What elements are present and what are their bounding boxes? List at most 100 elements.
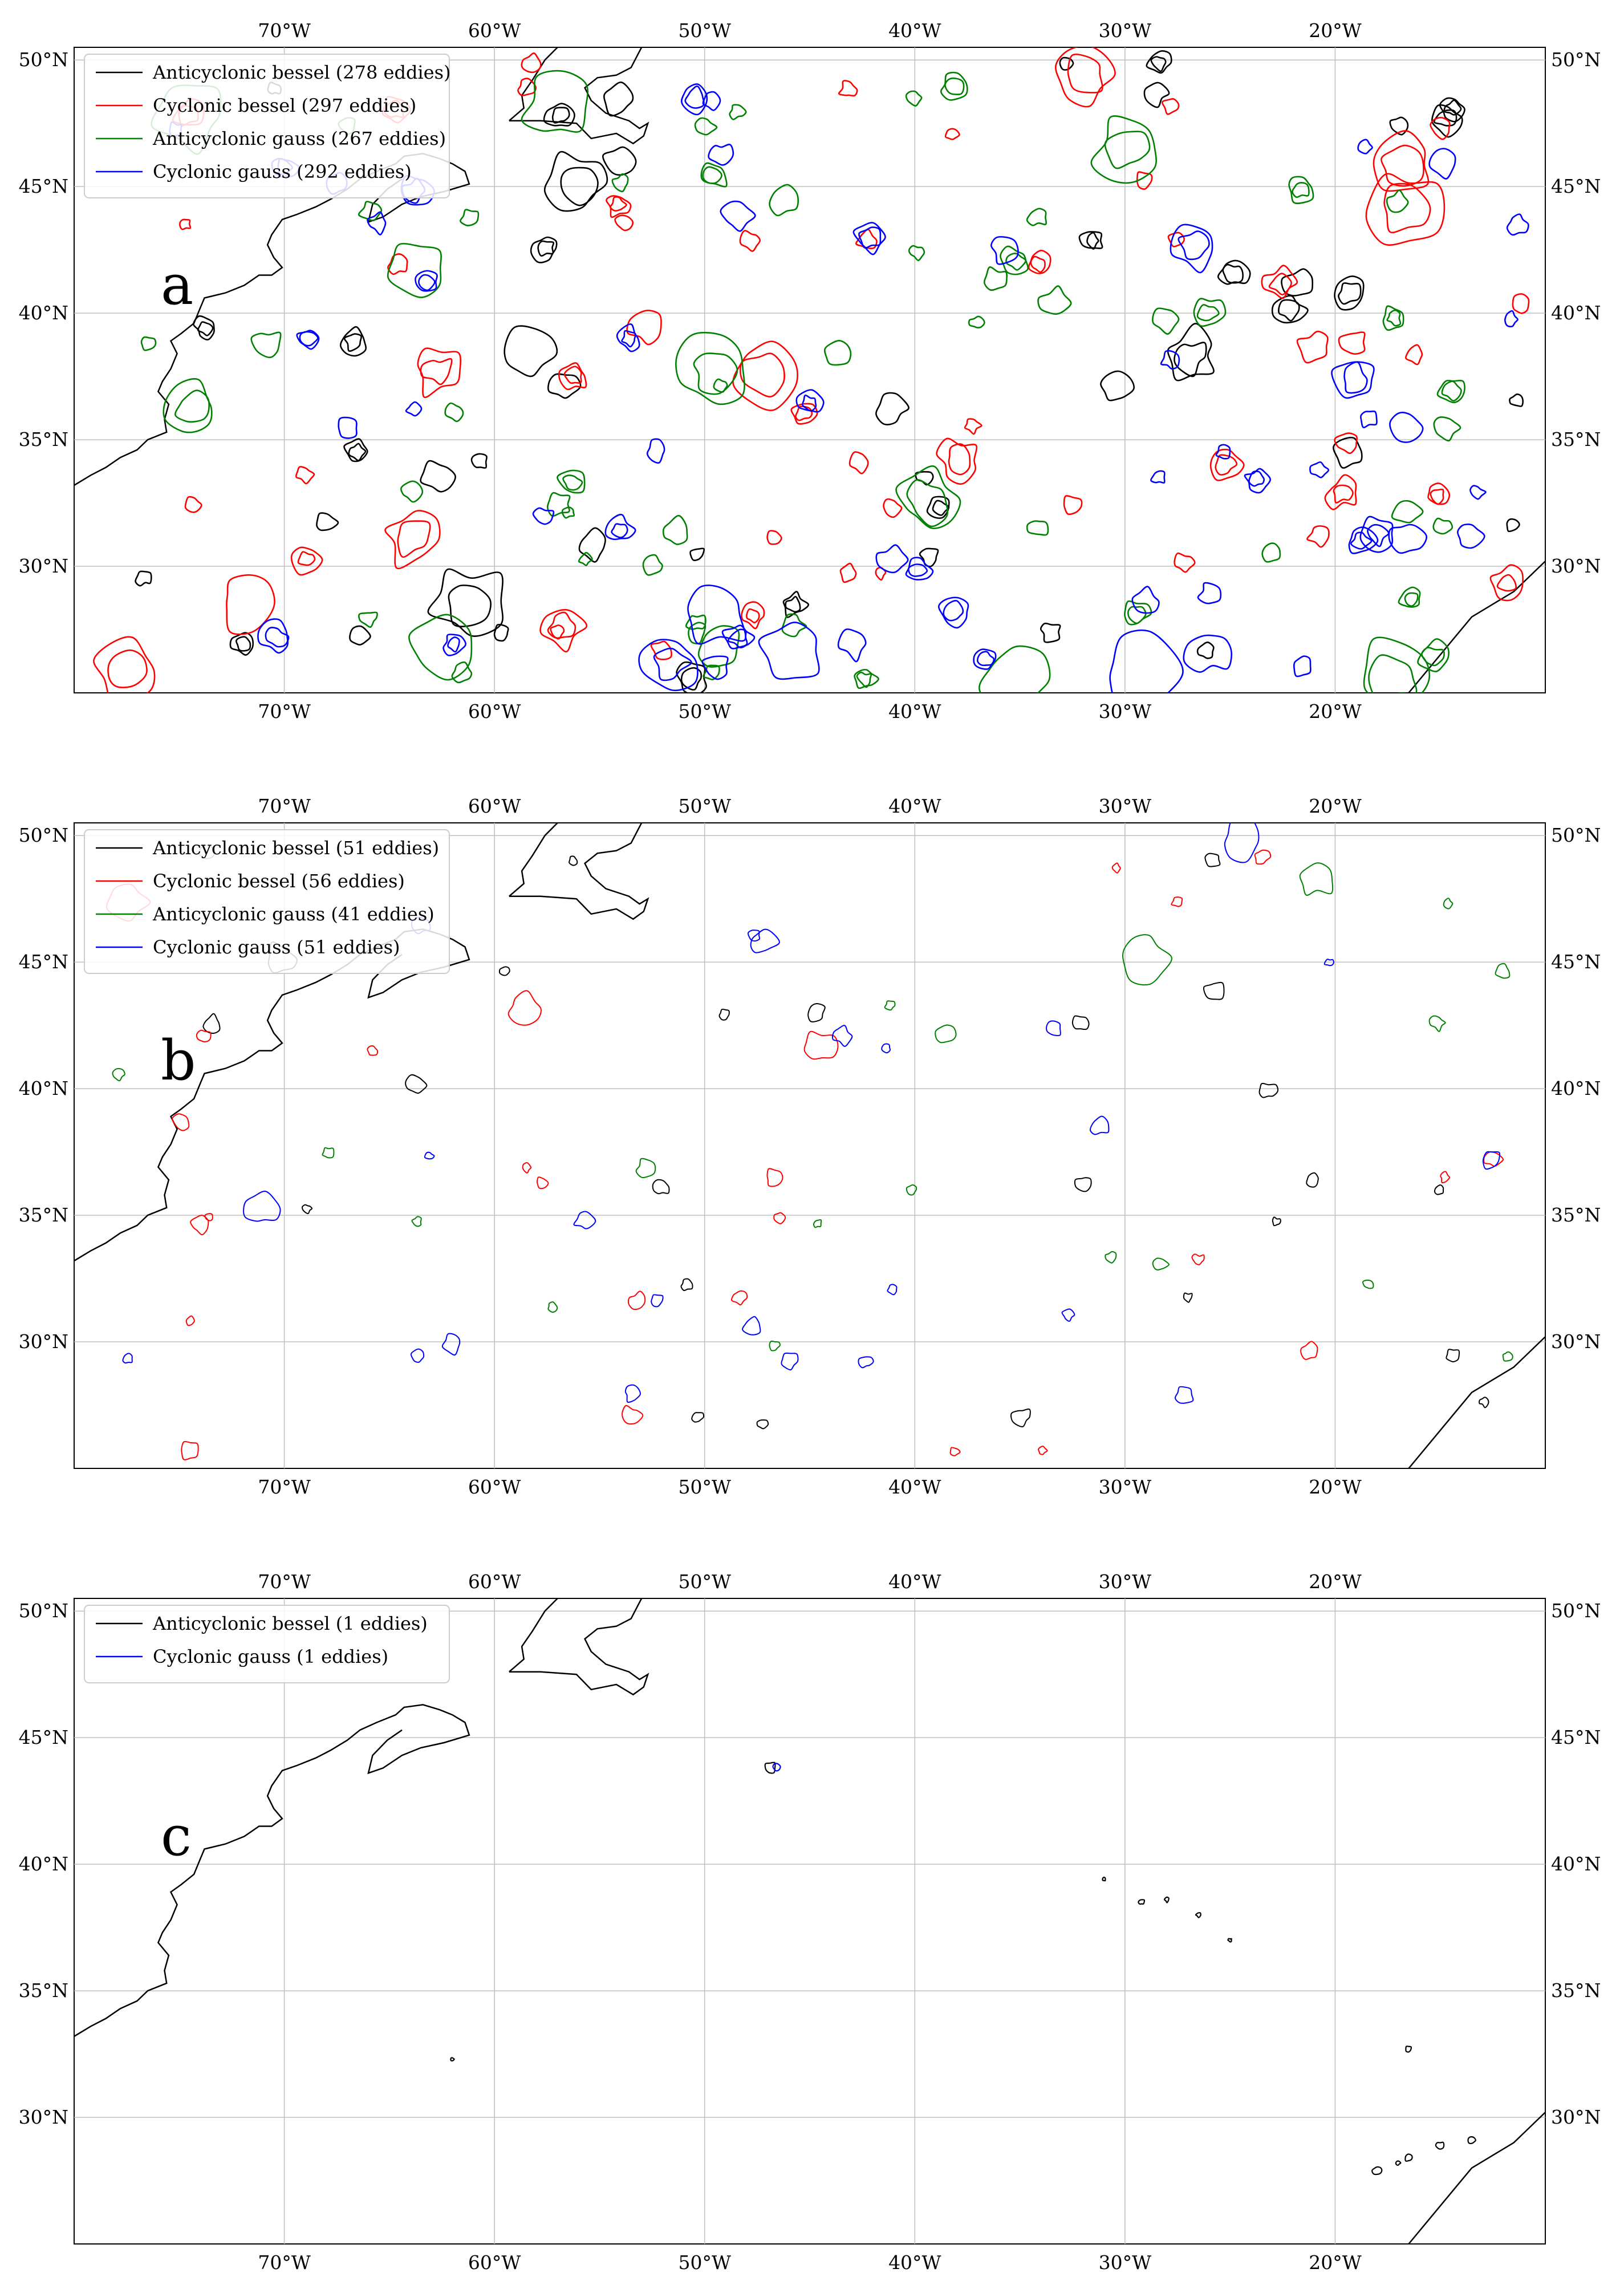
panel-letter: c <box>161 1804 192 1868</box>
eddy-contour <box>1300 1341 1318 1360</box>
eddy-contour <box>112 1068 125 1082</box>
legend-label: Cyclonic gauss (292 eddies) <box>153 161 412 182</box>
eddy-contour <box>1037 1446 1048 1455</box>
lon-tick-label: 70°W <box>258 1476 310 1498</box>
eddy-contour <box>756 1419 769 1430</box>
eddy-contour <box>1334 432 1358 454</box>
eddy-contour <box>93 636 156 693</box>
eddy-contour <box>856 671 872 688</box>
legend-label: Anticyclonic gauss (267 eddies) <box>152 128 446 149</box>
legend-label: Cyclonic bessel (297 eddies) <box>153 95 416 116</box>
eddy-contour <box>769 1340 781 1351</box>
coastline <box>74 1598 1545 2244</box>
eddy-contour <box>1405 2045 1412 2053</box>
eddy-contour <box>349 625 371 646</box>
eddy-contour <box>651 1294 664 1308</box>
eddy-contour <box>405 1074 428 1094</box>
eddy-contour <box>1209 448 1245 481</box>
eddy-contour <box>1183 634 1233 673</box>
eddy-contour <box>1261 265 1298 299</box>
eddy-contour <box>504 325 558 378</box>
eddy-contour <box>1152 1257 1170 1271</box>
eddy-contour <box>781 1352 799 1371</box>
map-panel-c: 70°W 60°W 50°W 40°W 30°W 20°W 70°W 60°W 50°W 40°… <box>19 1570 1601 2274</box>
eddy-contour <box>1469 485 1487 500</box>
eddy-contour <box>627 1290 646 1310</box>
eddy-contour <box>773 1212 786 1224</box>
eddy-contour <box>322 1147 335 1159</box>
eddy-contour <box>1391 500 1424 523</box>
eddy-contour <box>940 71 968 101</box>
eddy-contour <box>578 551 593 566</box>
eddy-contour <box>1433 416 1461 442</box>
eddy-contour <box>1204 853 1221 867</box>
legend-label: Anticyclonic bessel (1 eddies) <box>152 1613 428 1634</box>
eddy-contour <box>135 570 152 587</box>
lon-tick-label: 70°W <box>258 1570 310 1593</box>
eddy-contour <box>908 245 925 261</box>
lat-tick-label: 50°N <box>1551 1600 1601 1622</box>
eddy-contour <box>1446 1349 1460 1363</box>
eddy-contour <box>858 226 882 249</box>
eddy-contour <box>367 1045 379 1056</box>
eddy-contour <box>1386 309 1402 327</box>
eddy-contour <box>343 438 368 462</box>
eddy-contour <box>1506 213 1529 236</box>
eddy-contour <box>1440 1171 1451 1183</box>
eddy-contour <box>1288 176 1314 204</box>
eddy-contour <box>547 1301 558 1313</box>
eddy-contour <box>731 1290 748 1306</box>
eddy-contour <box>1000 245 1029 275</box>
eddy-contour <box>1150 470 1166 484</box>
eddy-contour <box>1026 208 1047 226</box>
eddy-contour <box>684 85 705 109</box>
eddy-contour <box>1430 488 1444 505</box>
eddy-contour <box>560 167 599 206</box>
eddy-contour <box>905 557 934 581</box>
lon-tick-label: 30°W <box>1099 700 1151 723</box>
eddy-contour <box>624 1384 641 1403</box>
eddy-contour <box>662 514 688 545</box>
coastline-path <box>74 1704 470 2038</box>
eddy-contour <box>557 469 586 494</box>
eddy-contour <box>1388 523 1427 554</box>
eddy-contour <box>547 611 576 639</box>
coastline <box>74 823 1545 1468</box>
eddy-contour <box>1436 379 1465 404</box>
eddy-contour <box>626 310 662 346</box>
legend: Anticyclonic bessel (51 eddies) Cyclonic … <box>84 829 450 974</box>
eddy-contour <box>181 1440 199 1460</box>
eddy-contour <box>1443 898 1454 910</box>
eddy-contours <box>450 1762 1477 2176</box>
eddy-contour <box>1404 2153 1413 2162</box>
coastline <box>74 47 1545 693</box>
eddy-contour <box>741 601 765 630</box>
lat-tick-label: 45°N <box>1551 951 1601 973</box>
eddy-contour <box>299 331 319 347</box>
eddy-contour <box>837 628 867 663</box>
eddy-contour <box>1174 1386 1194 1404</box>
lon-tick-label: 60°W <box>468 700 521 723</box>
eddy-contour <box>1381 144 1424 187</box>
eddy-contour <box>1054 47 1116 108</box>
eddy-contour <box>301 1204 312 1215</box>
eddy-contour <box>1150 56 1167 72</box>
eddy-contour <box>1362 1279 1374 1289</box>
top-lon-labels: 70°W 60°W 50°W 40°W 30°W 20°W <box>258 795 1361 817</box>
eddy-contour <box>646 438 665 464</box>
lon-tick-label: 20°W <box>1309 1570 1361 1593</box>
eddy-contour <box>1350 531 1373 550</box>
eddy-contour <box>887 1284 898 1296</box>
lon-tick-label: 70°W <box>258 700 310 723</box>
coastline-path <box>509 47 558 121</box>
eddy-contour <box>691 1412 705 1423</box>
eddy-contour <box>521 52 542 74</box>
eddy-contour <box>235 636 251 652</box>
eddy-contour <box>193 315 215 340</box>
eddy-contour <box>1417 638 1450 672</box>
lon-tick-label: 40°W <box>888 1476 941 1498</box>
left-lat-labels: 50°N 45°N 40°N 35°N 30°N <box>19 1600 68 2128</box>
eddy-contour <box>444 402 464 423</box>
eddy-contour <box>1504 310 1519 328</box>
eddy-contour <box>204 1213 213 1221</box>
